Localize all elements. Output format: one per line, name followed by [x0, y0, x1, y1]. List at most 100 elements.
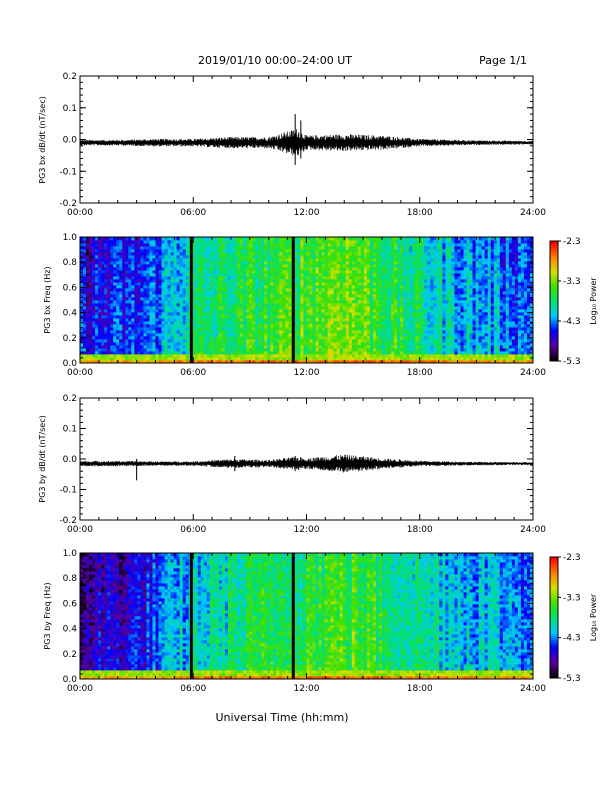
heatmap-cell	[279, 351, 282, 354]
heatmap-cell	[424, 318, 427, 321]
heatmap-cell	[427, 318, 430, 321]
heatmap-cell	[119, 303, 122, 306]
heatmap-cell	[261, 249, 264, 252]
heatmap-cell	[101, 252, 104, 255]
heatmap-cell	[252, 318, 255, 321]
heatmap-cell	[391, 300, 394, 303]
heatmap-cell	[313, 327, 316, 330]
heatmap-cell	[125, 324, 128, 327]
heatmap-cell	[125, 294, 128, 297]
heatmap-cell	[279, 264, 282, 267]
heatmap-cell	[101, 258, 104, 261]
heatmap-cell	[267, 321, 270, 324]
heatmap-cell	[240, 291, 243, 294]
heatmap-cell	[240, 315, 243, 318]
heatmap-cell	[177, 252, 180, 255]
heatmap-cell	[222, 291, 225, 294]
heatmap-cell	[264, 243, 267, 246]
heatmap-cell	[149, 303, 152, 306]
heatmap-cell	[267, 276, 270, 279]
heatmap-cell	[143, 348, 146, 351]
heatmap-cell	[394, 258, 397, 261]
heatmap-cell	[177, 318, 180, 321]
heatmap-cell	[98, 294, 101, 297]
heatmap-cell	[149, 252, 152, 255]
heatmap-cell	[261, 240, 264, 243]
heatmap-cell	[418, 282, 421, 285]
heatmap-cell	[146, 270, 149, 273]
heatmap-cell	[186, 291, 189, 294]
heatmap-cell	[276, 276, 279, 279]
heatmap-cell	[225, 354, 228, 357]
heatmap-cell	[385, 270, 388, 273]
heatmap-cell	[310, 267, 313, 270]
heatmap-cell	[300, 336, 303, 339]
heatmap-cell	[418, 291, 421, 294]
heatmap-cell	[352, 321, 355, 324]
heatmap-cell	[349, 294, 352, 297]
heatmap-cell	[231, 330, 234, 333]
heatmap-cell	[288, 315, 291, 318]
heatmap-cell	[421, 306, 424, 309]
heatmap-cell	[162, 306, 165, 309]
heatmap-cell	[195, 297, 198, 300]
heatmap-cell	[216, 312, 219, 315]
heatmap-cell	[303, 351, 306, 354]
heatmap-cell	[361, 318, 364, 321]
heatmap-cell	[237, 354, 240, 357]
heatmap-cell	[421, 243, 424, 246]
heatmap-cell	[137, 309, 140, 312]
heatmap-cell	[331, 297, 334, 300]
heatmap-cell	[177, 261, 180, 264]
heatmap-cell	[156, 255, 159, 258]
heatmap-cell	[406, 261, 409, 264]
heatmap-cell	[261, 270, 264, 273]
heatmap-cell	[195, 315, 198, 318]
heatmap-cell	[201, 273, 204, 276]
heatmap-cell	[183, 318, 186, 321]
heatmap-cell	[128, 336, 131, 339]
heatmap-cell	[415, 270, 418, 273]
heatmap-cell	[303, 339, 306, 342]
heatmap-cell	[140, 243, 143, 246]
heatmap-cell	[201, 339, 204, 342]
heatmap-cell	[337, 252, 340, 255]
heatmap-cell	[234, 261, 237, 264]
heatmap-cell	[276, 270, 279, 273]
heatmap-cell	[343, 336, 346, 339]
heatmap-cell	[294, 303, 297, 306]
heatmap-cell	[364, 336, 367, 339]
heatmap-cell	[222, 303, 225, 306]
heatmap-cell	[276, 282, 279, 285]
heatmap-cell	[195, 249, 198, 252]
heatmap-cell	[237, 336, 240, 339]
heatmap-cell	[240, 309, 243, 312]
heatmap-cell	[282, 258, 285, 261]
heatmap-cell	[376, 279, 379, 282]
heatmap-cell	[325, 330, 328, 333]
heatmap-cell	[276, 309, 279, 312]
heatmap-cell	[376, 321, 379, 324]
heatmap-cell	[98, 327, 101, 330]
heatmap-cell	[216, 240, 219, 243]
heatmap-cell	[385, 351, 388, 354]
heatmap-cell	[294, 357, 297, 360]
heatmap-cell	[267, 333, 270, 336]
heatmap-cell	[325, 300, 328, 303]
heatmap-cell	[116, 288, 119, 291]
heatmap-cell	[177, 267, 180, 270]
heatmap-cell	[168, 243, 171, 246]
heatmap-cell	[319, 288, 322, 291]
heatmap-cell	[355, 294, 358, 297]
heatmap-cell	[210, 330, 213, 333]
heatmap-cell	[397, 294, 400, 297]
heatmap-cell	[104, 330, 107, 333]
heatmap-cell	[322, 342, 325, 345]
heatmap-cell	[131, 342, 134, 345]
heatmap-cell	[391, 333, 394, 336]
heatmap-cell	[343, 264, 346, 267]
heatmap-cell	[409, 267, 412, 270]
heatmap-cell	[146, 309, 149, 312]
heatmap-cell	[98, 312, 101, 315]
heatmap-cell	[273, 243, 276, 246]
